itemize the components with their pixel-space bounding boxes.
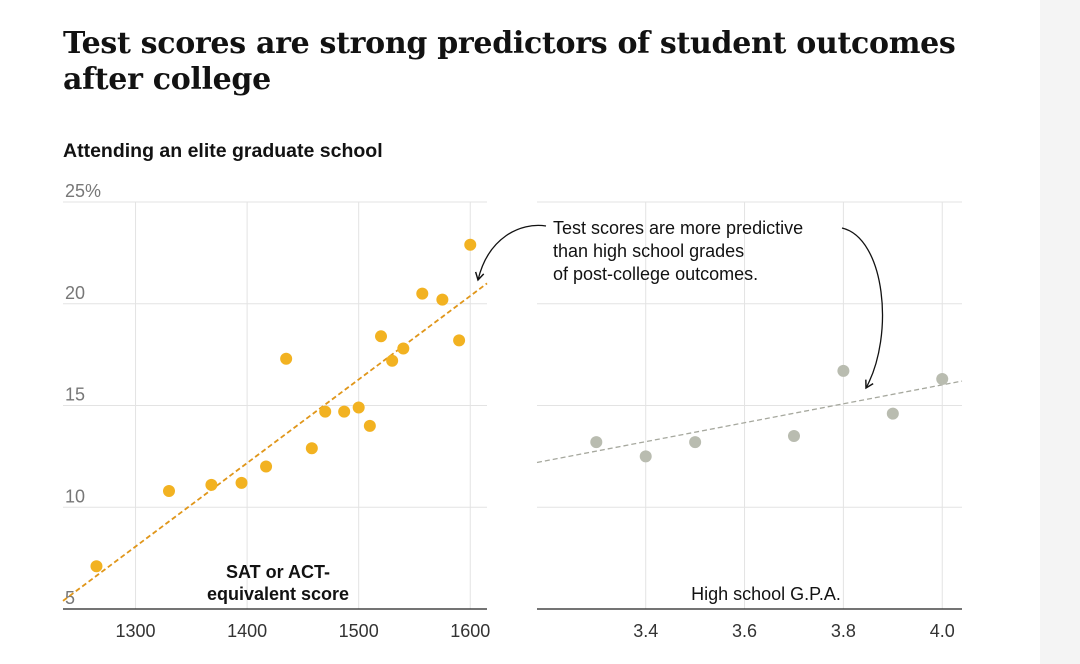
annotation-line-1: Test scores are more predictive [553,218,803,238]
sat-data-point [416,287,429,300]
sat-data-point [260,460,273,473]
gpa-data-point [886,407,899,420]
sat-data-point [205,478,218,491]
sat-x-axis-title: SAT or ACT- [226,562,330,582]
gpa-data-point [689,436,702,449]
gpa-data-point [639,450,652,463]
sat-data-point [386,354,399,367]
sat-data-point [280,352,293,365]
y-tick-label: 5 [65,588,75,608]
page-edge-strip [1040,0,1080,664]
sat-trendline [62,282,488,602]
sat-data-point [436,293,449,306]
sat-x-tick-label: 1400 [227,621,267,641]
gpa-x-tick-label: 3.8 [831,621,856,641]
headline: Test scores are strong predictors of stu… [63,26,956,97]
sat-data-point [352,401,365,414]
gpa-x-axis-title: High school G.P.A. [691,584,841,604]
sat-data-point [464,238,477,251]
sat-x-tick-label: 1600 [450,621,490,641]
sat-x-tick-label: 1500 [339,621,379,641]
sat-data-point [397,342,410,355]
sat-data-point [235,476,248,489]
y-tick-label: 25% [65,181,101,201]
sat-data-point [319,405,332,418]
gpa-panel: 3.4 3.6 3.8 4.0 High school G.P.A. [536,201,963,641]
gpa-x-tick-label: 3.6 [732,621,757,641]
sat-panel: 5 10 15 20 25% 1300 1400 1500 1600 SAT or ACT-equ… [62,181,490,641]
gpa-trendline [536,380,963,464]
gpa-data-point [936,373,949,386]
sat-data-point [305,442,318,455]
sat-data-point [453,334,466,347]
annotation-arrow-right [841,227,884,390]
y-tick-label: 10 [65,486,85,506]
gpa-data-point [837,364,850,377]
annotation-line-2: than high school grades [553,241,744,261]
gpa-data-point [590,436,603,449]
sat-data-point [338,405,351,418]
annotation: Test scores are more predictive than hig… [474,218,884,390]
sat-data-point [90,560,103,573]
sat-x-axis-title: equivalent score [207,584,349,604]
chart-subtitle: Attending an elite graduate school [63,140,383,162]
gpa-data-point [787,430,800,443]
sat-x-tick-label: 1300 [116,621,156,641]
annotation-arrow-left [474,224,547,282]
annotation-line-3: of post-college outcomes. [553,264,758,284]
y-tick-label: 15 [65,385,85,405]
y-tick-label: 20 [65,283,85,303]
gpa-x-tick-label: 4.0 [930,621,955,641]
gpa-x-tick-label: 3.4 [633,621,658,641]
sat-data-point [163,484,175,497]
sat-data-point [363,419,376,432]
sat-data-point [375,330,387,343]
